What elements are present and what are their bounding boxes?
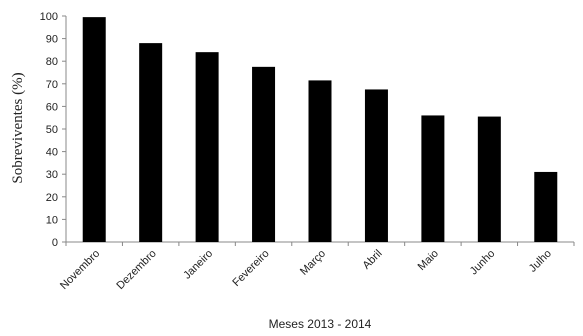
bar [308, 80, 332, 242]
bar [82, 17, 106, 242]
y-tick-label: 70 [46, 79, 58, 91]
bars-group [82, 17, 558, 243]
x-tick-label: Julho [527, 248, 554, 275]
bar [477, 116, 501, 242]
category-labels: Novembro Dezembro Janeiro Fevereiro Março Abr… [58, 248, 554, 292]
y-tick-label: 90 [46, 34, 58, 46]
x-tick-label: Maio [416, 248, 441, 273]
x-tick-label: Janeiro [181, 248, 215, 282]
bar [139, 43, 163, 243]
y-tick-label: 40 [46, 147, 58, 159]
y-tick-label: 100 [40, 11, 58, 23]
x-tick-label: Março [298, 248, 328, 278]
bar [364, 89, 388, 242]
x-tick-label: Novembro [58, 248, 102, 292]
y-tick-label: 0 [52, 237, 58, 249]
y-tick-label: 60 [46, 101, 58, 113]
x-tick-label: Junho [468, 248, 498, 278]
y-tick-label: 30 [46, 169, 58, 181]
x-tick-label: Abril [361, 248, 385, 272]
y-tick-label: 10 [46, 214, 58, 226]
y-tick-label: 50 [46, 124, 58, 136]
y-axis-title: Sobreviventes (%) [10, 72, 26, 183]
x-axis [65, 241, 575, 246]
x-tick-label: Fevereiro [230, 248, 271, 289]
x-axis-title: Meses 2013 - 2014 [269, 317, 372, 331]
y-axis: 0 10 20 30 40 50 60 70 80 90 100 [40, 11, 67, 249]
x-tick-label: Dezembro [114, 248, 158, 292]
bar [252, 66, 276, 242]
bar [534, 171, 558, 242]
bar [195, 52, 219, 242]
y-tick-label: 80 [46, 56, 58, 68]
y-tick-label: 20 [46, 192, 58, 204]
bar [421, 115, 445, 242]
